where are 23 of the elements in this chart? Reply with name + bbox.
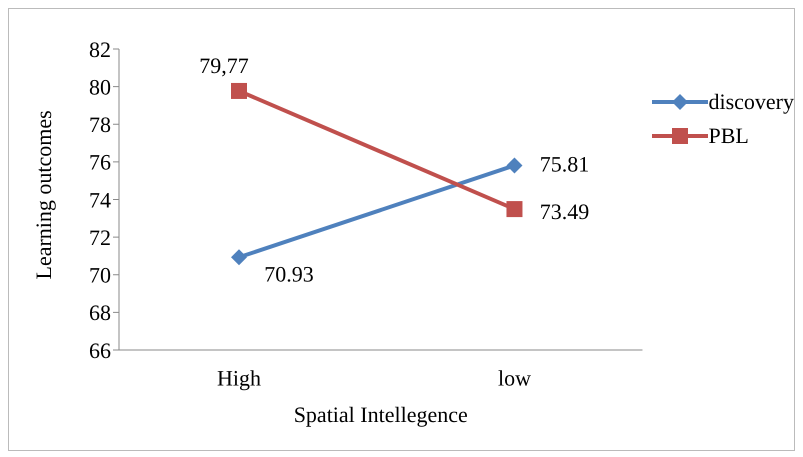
point	[231, 82, 247, 99]
y-tick-label: 74	[89, 187, 111, 212]
y-axis-title: Learning outcomes	[30, 110, 56, 280]
y-tick-label: 76	[89, 150, 111, 175]
y-tick-label: 80	[89, 74, 111, 100]
y-tick-label: 78	[89, 112, 111, 138]
point	[506, 157, 522, 174]
legend-label: discovery	[708, 89, 794, 115]
y-tick-label: 68	[89, 300, 111, 326]
x-tick-label: low	[498, 366, 532, 391]
data-label: 79,77	[199, 52, 249, 78]
legend-label: PBL	[708, 123, 749, 149]
x-tick-label: High	[217, 366, 261, 391]
data-label: 75.81	[540, 151, 590, 176]
y-tick-label: 66	[89, 338, 111, 363]
point	[231, 249, 247, 266]
data-label: 73.49	[540, 199, 590, 224]
x-axis-title: Spatial Intellegence	[294, 402, 468, 427]
y-tick-label: 70	[89, 262, 111, 288]
data-label: 70.93	[264, 261, 314, 286]
point	[506, 201, 522, 218]
y-tick-label: 82	[89, 36, 111, 62]
y-tick-label: 72	[89, 224, 111, 250]
